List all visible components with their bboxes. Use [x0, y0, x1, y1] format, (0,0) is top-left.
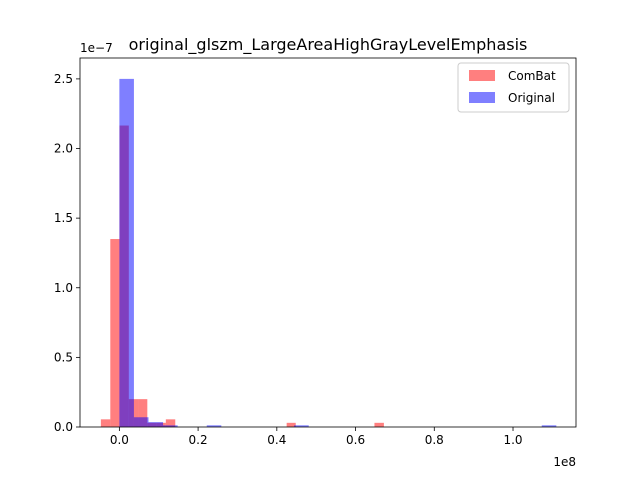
bar-original-6 [541, 425, 557, 427]
x-tick-label: 1.0 [503, 433, 522, 447]
y-axis-multiplier: 1e−7 [80, 41, 113, 55]
y-tick-label: 0.0 [54, 420, 73, 434]
bar-original-3 [163, 425, 178, 427]
axes-frame [79, 57, 577, 428]
legend-label-combat: ComBat [508, 69, 556, 83]
bar-combat-4 [138, 399, 148, 427]
y-tick-label: 2.0 [54, 142, 73, 156]
legend: ComBat Original [457, 62, 570, 113]
y-tick-label: 0.5 [54, 350, 73, 364]
bar-combat-9 [374, 422, 384, 427]
chart-title: original_glszm_LargeAreaHighGrayLevelEmp… [129, 35, 528, 55]
bar-original-4 [206, 425, 222, 427]
y-tick-label: 1.5 [54, 211, 73, 225]
x-tick-label: 0.6 [346, 433, 365, 447]
bar-combat-8 [286, 422, 296, 427]
y-tick-label: 1.0 [54, 281, 73, 295]
x-tick-label: 0.8 [425, 433, 444, 447]
x-tick-label: 0.4 [267, 433, 286, 447]
x-tick-label: 0.0 [110, 433, 129, 447]
bar-original-2 [148, 422, 164, 427]
bar-original-0 [119, 78, 134, 428]
x-tick-label: 0.2 [189, 433, 208, 447]
legend-swatch-combat [469, 70, 495, 81]
bar-combat-7 [165, 419, 176, 427]
legend-swatch-original [469, 92, 495, 103]
bar-combat-0 [100, 419, 111, 427]
y-axis-ticks: 0.0 0.5 1.0 1.5 2.0 2.5 [54, 72, 80, 434]
legend-label-original: Original [508, 91, 555, 105]
x-axis-ticks: 0.0 0.2 0.4 0.6 0.8 1.0 [110, 427, 523, 447]
bar-original-1 [133, 417, 149, 427]
histogram-bars [100, 78, 557, 428]
bar-combat-1 [110, 239, 120, 427]
bar-original-5 [294, 425, 309, 427]
y-tick-label: 2.5 [54, 72, 73, 86]
x-axis-multiplier: 1e8 [553, 455, 576, 469]
